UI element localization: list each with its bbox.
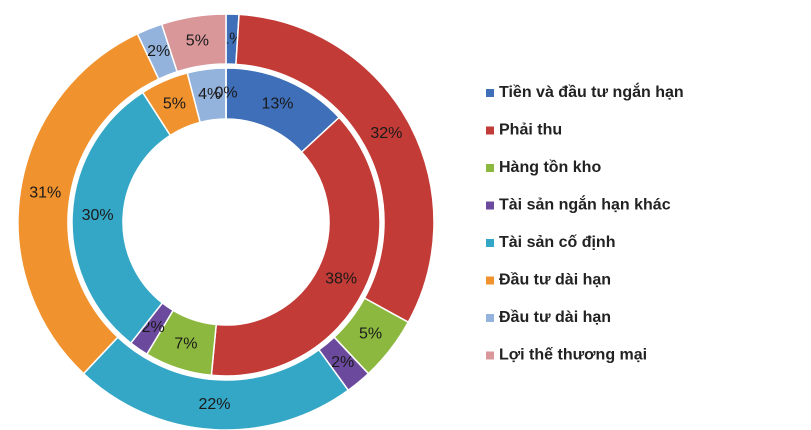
doughnut-slice [160,13,227,73]
legend-label: Lợi thế thương mại [499,347,647,364]
legend-label: Tiền và đầu tư ngắn hạn [499,82,684,101]
legend-swatch [486,201,494,210]
legend-label: Tài sản ngắn hạn khác [499,195,671,214]
data-label: 32% [370,125,402,142]
legend-swatch [486,239,494,247]
data-label: 38% [325,270,357,287]
legend-swatch [486,314,494,322]
data-label: 2% [142,319,165,336]
legend-swatch [486,276,494,285]
data-label: 31% [29,185,61,202]
data-label: 2% [331,354,354,371]
data-label: 5% [359,325,382,342]
doughnut-slice [210,116,381,377]
data-label: 30% [82,207,114,224]
data-label: 4% [198,86,221,103]
legend-label: Tài sản cố định [499,234,615,251]
legend-label: Phải thu [499,122,562,139]
data-label: 5% [186,32,209,49]
legend-label: Đầu tư dài hạn [499,309,611,326]
legend-swatch [486,164,494,172]
data-label: 22% [198,396,230,413]
legend-swatch [486,126,494,135]
data-label: 7% [174,335,197,352]
legend-label: Hàng tồn kho [499,159,601,176]
data-label: 13% [262,95,294,112]
legend-swatch [486,89,494,97]
legend-label: Đầu tư dài hạn [499,272,611,289]
data-label: 0% [214,85,237,102]
doughnut-slice [71,91,172,345]
legend-swatch [486,351,494,360]
data-label: 5% [163,95,186,112]
data-label: 2% [147,43,170,60]
